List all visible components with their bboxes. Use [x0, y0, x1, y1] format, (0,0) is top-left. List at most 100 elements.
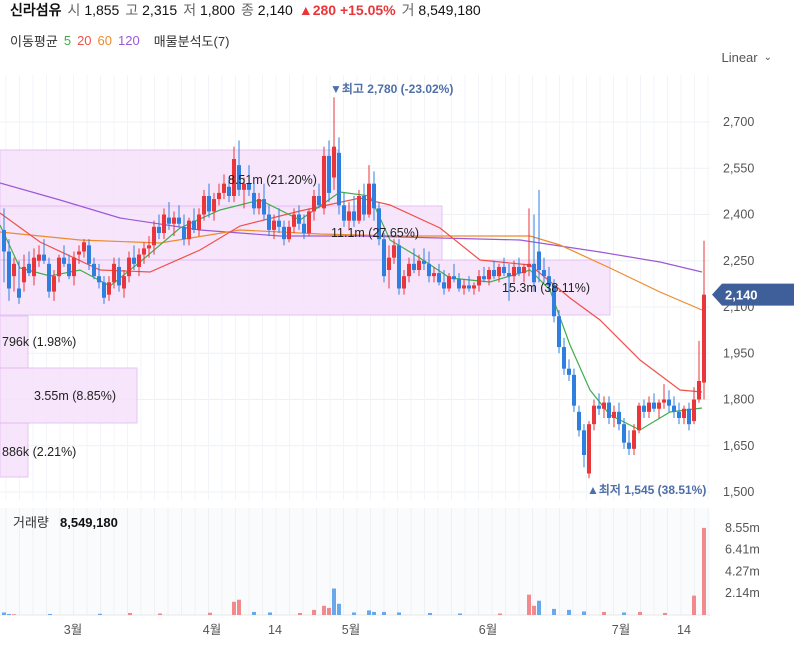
candle-body: [422, 260, 426, 264]
candle-body: [527, 263, 531, 267]
candle-body: [472, 285, 476, 289]
ma-120-label: 120: [118, 33, 140, 48]
x-tick-label: 4월: [203, 623, 221, 637]
candle-body: [57, 257, 61, 277]
candle-body: [552, 285, 556, 317]
candle-body: [462, 285, 466, 289]
candle-body: [542, 270, 546, 277]
candle-body: [642, 405, 646, 412]
stock-name: 신라섬유: [10, 2, 62, 18]
volume-profile-toggle[interactable]: 매물분석도(7): [153, 34, 230, 49]
volume-profile-label: 11.1m (27.65%): [331, 226, 419, 240]
volume-bar: [252, 611, 256, 615]
candle-body: [612, 411, 616, 418]
open-value: 1,855: [84, 2, 120, 18]
volume-bar: [367, 610, 371, 615]
candle-body: [142, 248, 146, 255]
ma-5-label: 5: [63, 33, 72, 48]
candle-body: [62, 257, 66, 264]
chevron-down-icon: ⌄: [763, 52, 772, 63]
candle-body: [487, 270, 491, 280]
volume-bar: [372, 611, 376, 615]
volume-bar: [622, 612, 626, 615]
volume-bar: [12, 614, 16, 615]
candle-body: [37, 254, 41, 261]
ma-120-line: [0, 182, 703, 273]
candle-body: [477, 276, 481, 286]
ma-60-line: [0, 229, 703, 311]
candle-body: [157, 226, 161, 233]
volume-title: 거래량: [13, 515, 49, 530]
ma-60-label: 60: [97, 33, 113, 48]
candle-body: [412, 263, 416, 270]
change-block: ▲280 +15.05%: [299, 2, 396, 18]
volume-bar: [527, 594, 531, 615]
candle-body: [322, 155, 326, 209]
candle-body: [517, 266, 521, 274]
candle-body: [647, 402, 651, 412]
last-price-label: 2,140: [725, 288, 758, 303]
open-label: 시: [67, 2, 81, 18]
candle-body: [437, 273, 441, 283]
y-tick-label: 1,500: [723, 485, 754, 499]
candle-body: [72, 257, 76, 277]
candle-body: [397, 245, 401, 289]
volume-bar: [638, 611, 642, 615]
candle-body: [247, 183, 251, 190]
volume-bar: [663, 612, 667, 615]
candle-body: [682, 408, 686, 418]
candle-body: [352, 211, 356, 221]
volume-bar: [327, 607, 331, 615]
ma-20-label: 20: [77, 33, 92, 48]
candle-body: [497, 266, 501, 277]
volume-bar: [552, 608, 556, 615]
candle-body: [297, 214, 301, 224]
x-tick-label: 7월: [612, 623, 630, 637]
scale-mode-dropdown[interactable]: Linear ⌄: [721, 50, 772, 65]
candle-body: [27, 263, 31, 274]
candle-body: [532, 263, 536, 283]
candle-body: [212, 199, 216, 212]
candle-body: [387, 257, 391, 270]
candle-body: [77, 251, 81, 255]
candle-body: [92, 263, 96, 277]
x-tick-label: 5월: [342, 623, 360, 637]
candle-body: [12, 263, 16, 277]
candle-body: [362, 196, 366, 215]
ma-title[interactable]: 이동평균: [10, 34, 58, 49]
candle-body: [127, 257, 131, 277]
candle-body: [627, 442, 631, 449]
volume-bar: [268, 612, 272, 615]
candle-body: [117, 266, 121, 286]
candle-body: [702, 294, 706, 383]
volume-tick-label: 8.55m: [725, 521, 760, 535]
y-tick-label: 1,950: [723, 346, 754, 360]
y-tick-label: 2,250: [723, 254, 754, 268]
candle-body: [407, 263, 411, 277]
candle-body: [222, 183, 226, 193]
volume-bar: [582, 611, 586, 615]
candle-body: [332, 146, 336, 178]
candle-body: [147, 245, 151, 249]
volume-bar: [158, 613, 162, 615]
candle-body: [657, 402, 661, 409]
candle-body: [347, 211, 351, 221]
y-tick-label: 1,650: [723, 439, 754, 453]
candle-body: [257, 199, 261, 209]
candle-body: [307, 211, 311, 233]
candle-body: [652, 402, 656, 409]
candle-body: [232, 159, 236, 196]
candle-body: [567, 368, 571, 375]
candle-body: [507, 273, 511, 277]
candle-body: [302, 223, 306, 233]
candle-body: [122, 276, 126, 289]
candle-body: [557, 316, 561, 348]
candle-body: [162, 214, 166, 233]
ma-20-line: [0, 197, 703, 393]
volume-profile-label: 886k (2.21%): [2, 445, 76, 459]
candle-body: [342, 205, 346, 221]
volume-bar: [312, 609, 316, 615]
close-label: 종: [241, 2, 254, 18]
y-tick-label: 2,700: [723, 115, 754, 129]
